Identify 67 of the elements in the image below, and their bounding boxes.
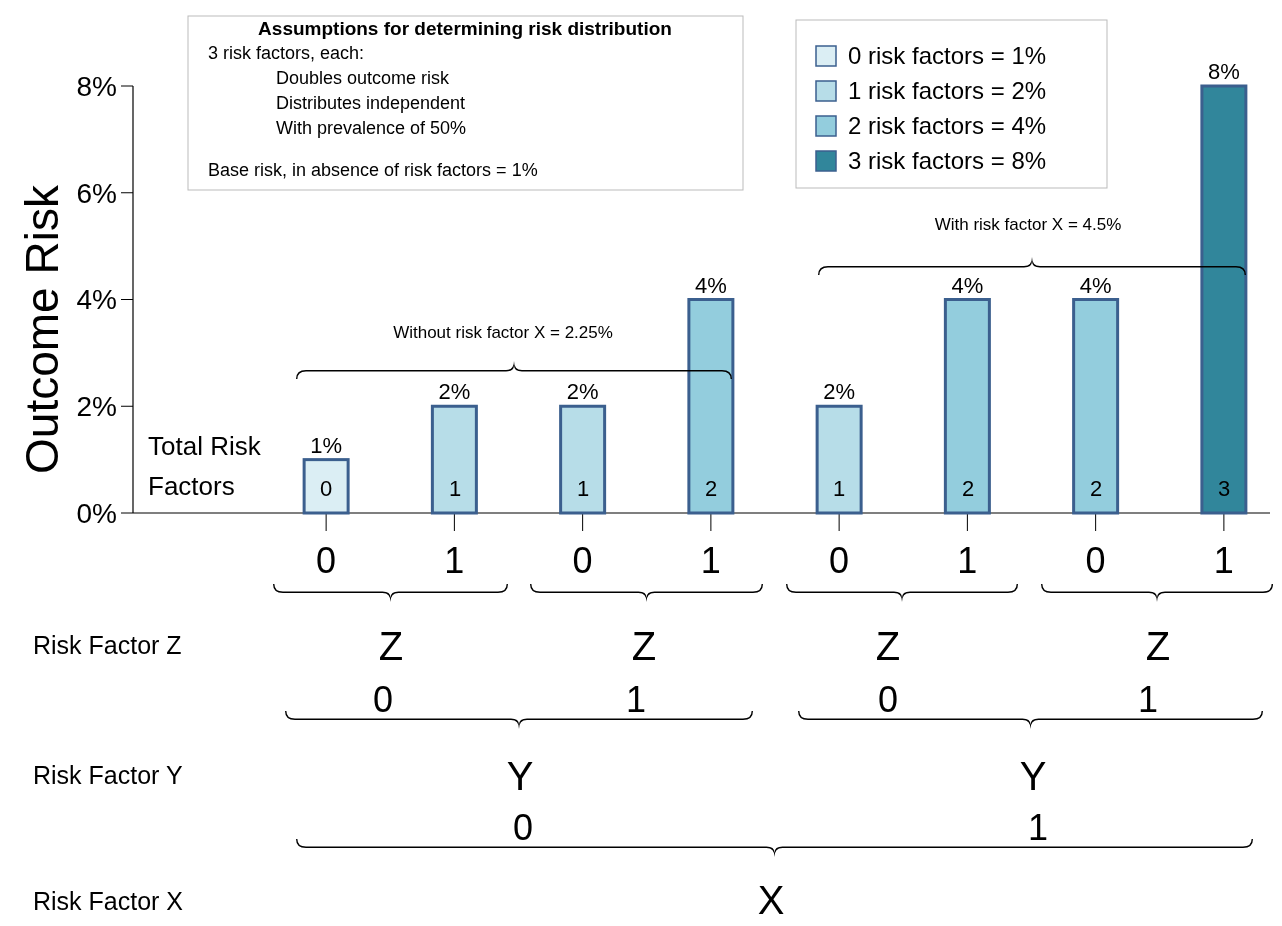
bar [559,404,607,515]
annotation: 1 [576,476,590,501]
text: 1 [625,679,647,720]
annotation: 1 [832,476,846,501]
annotation: Distributes independent [276,93,466,113]
text: 3 risk factors, each: [208,43,365,63]
data-label: 4% [694,272,727,298]
text: 1 [1137,679,1159,720]
bar [943,298,991,515]
legend-label: 0 risk factors = 1% [848,42,1047,70]
legend-label: 3 risk factors = 8% [848,147,1047,175]
x-tick-label: 1 [700,540,721,581]
x-tick-label: 0 [829,540,850,581]
text: 1 [1027,807,1049,848]
text: Z [1145,624,1171,668]
x-tick-label: 1 [444,540,465,581]
annotation: Without risk factor X = 2.25% [393,323,613,342]
text: 0 [877,679,899,720]
data-label: 8% [1207,59,1240,84]
bar [687,298,735,515]
legend-label: 1 risk factors = 2% [848,77,1047,105]
annotation: 2 [704,476,718,501]
text: 0 [372,679,394,720]
x-tick-label: 0 [316,540,337,581]
text: Z [378,624,404,668]
text: Z [631,624,657,668]
annotation: Base risk, in absence of risk factors = 1% [208,160,538,180]
data-label: 2% [438,379,471,405]
annotation: With prevalence of 50% [276,118,467,138]
text: Risk Factor Z [33,631,182,659]
annotation: 0 [319,476,333,501]
bar [302,458,350,515]
text: Total Risk Factors [148,431,262,501]
bar [1200,84,1248,515]
data-label: 4% [951,272,984,298]
y-axis-title: Outcome Risk [16,184,68,474]
text: 0 [512,807,534,848]
data-label: 2% [823,379,856,405]
y-tick-label: 2% [76,391,117,423]
legend-label: 2 risk factors = 4% [848,112,1047,140]
x-tick-label: 0 [572,540,593,581]
data-label: 2% [566,379,599,405]
text: Y [1019,754,1047,798]
x-tick-label: 0 [1085,540,1106,581]
annotation: Doubles outcome risk [276,68,451,88]
bar [430,404,478,515]
annotation: 1 [448,476,462,501]
annotation: 3 [1217,476,1231,501]
bar [815,404,863,515]
text: Y [506,754,534,798]
data-label: 4% [1079,272,1112,298]
text: Assumptions for determining risk distribution [258,18,672,39]
annotation: With risk factor X = 4.5% [934,215,1122,234]
text: Risk Factor Y [33,761,183,789]
annotation: 2 [961,476,975,501]
x-tick-label: 1 [957,540,978,581]
y-tick-label: 4% [76,284,117,316]
data-label: 1% [310,432,343,458]
y-tick-label: 0% [76,497,117,529]
text: X [757,878,785,922]
bar [1072,298,1120,515]
annotation: 2 [1089,476,1103,501]
y-tick-label: 8% [76,70,117,102]
text: Risk Factor X [33,887,184,915]
text: Z [875,624,901,668]
y-tick-label: 6% [76,177,117,209]
x-tick-label: 1 [1213,540,1234,581]
